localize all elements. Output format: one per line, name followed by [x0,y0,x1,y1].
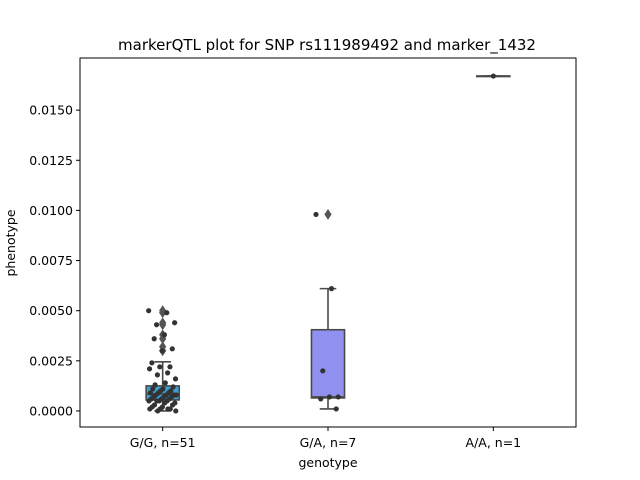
data-point [165,406,171,412]
y-tick-label: 0.0075 [29,253,73,268]
data-point [335,394,341,400]
data-point [154,372,161,378]
data-point [326,394,333,400]
data-point [155,408,161,414]
data-point [146,366,153,372]
data-point [173,408,179,414]
data-point [172,376,179,382]
data-point [320,368,326,374]
data-point [157,364,163,370]
outlier-marker [324,209,332,220]
data-point [162,400,168,406]
data-point [167,364,173,370]
data-point [150,386,156,392]
data-point [172,320,178,326]
data-point [165,370,171,376]
data-point [161,332,168,338]
data-point [328,286,335,292]
data-point [152,382,158,388]
y-tick-label: 0.0025 [29,353,73,368]
y-tick-label: 0.0125 [29,153,73,168]
outlier-marker [159,319,167,331]
y-tick-label: 0.0100 [29,203,73,218]
x-tick-label: G/G, n=51 [130,435,196,450]
data-point [169,346,175,352]
data-point [146,398,152,404]
data-point [313,211,319,218]
y-tick-label: 0.0150 [29,103,73,118]
y-axis: 0.0000 0.0025 0.0050 0.0075 0.0100 0.0125 0.01… [29,103,80,418]
data-point [154,398,160,404]
box-group [310,209,346,410]
data-point [164,310,170,316]
y-axis-label: phenotype [3,209,18,276]
data-point [147,390,154,396]
data-point [151,336,157,342]
data-point [149,360,155,366]
plot-area [145,73,511,414]
data-point [333,406,339,412]
strip-points [313,211,341,412]
data-point [146,308,152,314]
strip-points [490,73,496,79]
chart-title: markerQTL plot for SNP rs111989492 and m… [118,36,536,55]
x-axis-label: genotype [298,455,357,470]
data-point [318,396,324,402]
data-point [169,402,176,408]
x-axis: G/G, n=51 G/A, n=7 A/A, n=1 [130,427,521,450]
data-point [147,406,153,412]
data-point [170,384,176,390]
y-tick-label: 0.0000 [29,403,73,418]
box-body [310,328,346,399]
data-point [153,322,160,328]
strip-points [146,308,179,414]
x-tick-label: G/A, n=7 [300,435,357,450]
data-point [162,380,168,386]
data-point [490,73,496,79]
data-point [159,348,165,354]
x-tick-label: A/A, n=1 [466,435,522,450]
y-tick-label: 0.0050 [29,303,73,318]
